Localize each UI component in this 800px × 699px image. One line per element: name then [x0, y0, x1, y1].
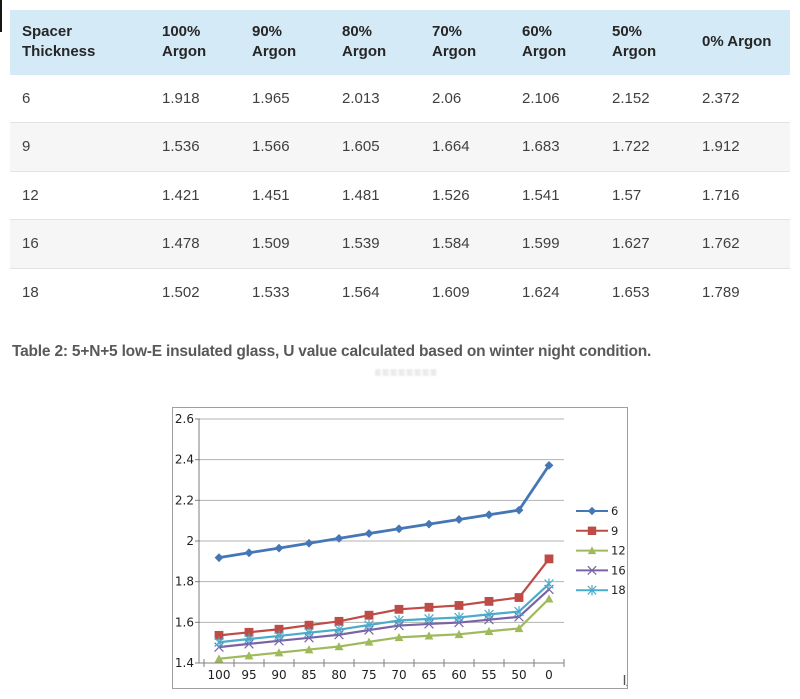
u-value-cell: 1.605 [342, 138, 380, 155]
u-value-cell: 1.599 [522, 235, 560, 252]
table-header-row: Spacer Thickness 100% Argon 90% Argon 80% A… [10, 10, 790, 75]
u-value-cell: 1.566 [252, 138, 290, 155]
svg-text:95: 95 [241, 668, 256, 682]
u-value-cell: 1.564 [342, 283, 380, 301]
svg-text:85: 85 [301, 668, 316, 682]
table-row: 18 1.502 1.533 1.564 1.609 1.624 1.653 1.789 [10, 268, 790, 316]
u-value-cell: 2.013 [342, 89, 380, 107]
column-header: 60% Argon [510, 10, 600, 75]
u-value-cell: 1.502 [162, 283, 200, 301]
u-value-cell: 1.664 [432, 138, 470, 155]
u-value-cell: 1.539 [342, 235, 380, 252]
u-value-cell: 1.609 [432, 283, 470, 301]
svg-text:1.8: 1.8 [175, 575, 194, 589]
table-header: Spacer Thickness 100% Argon 90% Argon 80% A… [10, 10, 790, 75]
svg-text:2.2: 2.2 [175, 493, 194, 507]
u-value-cell: 1.481 [342, 186, 380, 204]
legend-label: 6 [611, 504, 618, 518]
u-value-cell: 1.789 [702, 283, 740, 301]
legend-label: 9 [611, 524, 618, 538]
column-header: 70% Argon [420, 10, 510, 75]
legend-label: 18 [611, 583, 626, 597]
table-row: 6 1.918 1.965 2.013 2.06 2.106 2.152 2.372 [10, 75, 790, 123]
u-value-cell: 1.965 [252, 89, 290, 107]
u-value-cell: 1.509 [252, 235, 290, 252]
u-value-cell: 2.06 [432, 89, 462, 107]
u-value-cell: 1.683 [522, 138, 560, 155]
table-row: 9 1.536 1.566 1.605 1.664 1.683 1.722 1.912 [10, 122, 790, 171]
svg-text:50: 50 [511, 668, 526, 682]
table-body: 6 1.918 1.965 2.013 2.06 2.106 2.152 2.372 9 1.53… [10, 75, 790, 317]
u-value-cell: 1.478 [162, 235, 200, 252]
watermark-smudge [375, 369, 437, 376]
u-value-cell: 1.722 [612, 138, 650, 155]
column-header: Spacer Thickness [10, 10, 150, 75]
svg-text:60: 60 [451, 668, 466, 682]
spacer-thickness-cell: 18 [22, 283, 39, 301]
column-header: 80% Argon [330, 10, 420, 75]
svg-text:0: 0 [545, 668, 553, 682]
svg-text:2: 2 [186, 534, 194, 548]
chart-figure: 2.6 2.4 2.2 2 1.8 1.6 1.4 100 95 90 85 80 75 70 65 60 55… [172, 407, 628, 689]
svg-text:2.6: 2.6 [175, 412, 194, 426]
u-value-cell: 1.526 [432, 186, 470, 204]
table-caption: Table 2: 5+N+5 low-E insulated glass, U … [12, 343, 652, 360]
spacer-thickness-cell: 9 [22, 138, 31, 155]
svg-text:80: 80 [331, 668, 346, 682]
svg-text:75: 75 [361, 668, 376, 682]
u-value-cell: 1.762 [702, 235, 740, 252]
u-value-cell: 1.624 [522, 283, 560, 301]
u-value-cell: 1.584 [432, 235, 470, 252]
svg-text:2.4: 2.4 [175, 453, 194, 467]
u-value-cell: 2.372 [702, 89, 740, 107]
column-header: 50% Argon [600, 10, 690, 75]
u-value-cell: 1.918 [162, 89, 200, 107]
svg-text:100: 100 [208, 668, 231, 682]
spacer-thickness-cell: 12 [22, 186, 39, 204]
u-value-cell: 1.421 [162, 186, 200, 204]
u-value-cell: 1.533 [252, 283, 290, 301]
u-value-cell: 2.106 [522, 89, 560, 107]
u-value-cell: 1.57 [612, 186, 642, 204]
u-value-cell: 1.541 [522, 186, 560, 204]
u-value-cell: 1.653 [612, 283, 650, 301]
spacer-thickness-cell: 6 [22, 89, 31, 107]
screen-edge-artifact [0, 0, 2, 32]
u-value-cell: 1.536 [162, 138, 200, 155]
column-header: 100% Argon [150, 10, 240, 75]
u-value-cell: 1.912 [702, 138, 740, 155]
u-value-table: Spacer Thickness 100% Argon 90% Argon 80% A… [10, 10, 790, 316]
u-value-cell: 1.451 [252, 186, 290, 204]
column-header: 90% Argon [240, 10, 330, 75]
svg-text:1.4: 1.4 [175, 656, 194, 670]
u-value-cell: 2.152 [612, 89, 650, 107]
svg-text:55: 55 [481, 668, 496, 682]
u-value-cell: 1.627 [612, 235, 650, 252]
svg-text:70: 70 [391, 668, 406, 682]
svg-text:1.6: 1.6 [175, 615, 194, 629]
spacer-thickness-cell: 16 [22, 235, 39, 252]
legend-label: 16 [611, 563, 626, 577]
column-header: 0% Argon [690, 10, 790, 75]
table-row: 12 1.421 1.451 1.481 1.526 1.541 1.57 1.716 [10, 171, 790, 220]
table-row: 16 1.478 1.509 1.539 1.584 1.599 1.627 1.762 [10, 219, 790, 268]
legend-label: 12 [611, 544, 626, 558]
u-value-cell: 1.716 [702, 186, 740, 204]
svg-text:65: 65 [421, 668, 436, 682]
svg-text:90: 90 [271, 668, 286, 682]
